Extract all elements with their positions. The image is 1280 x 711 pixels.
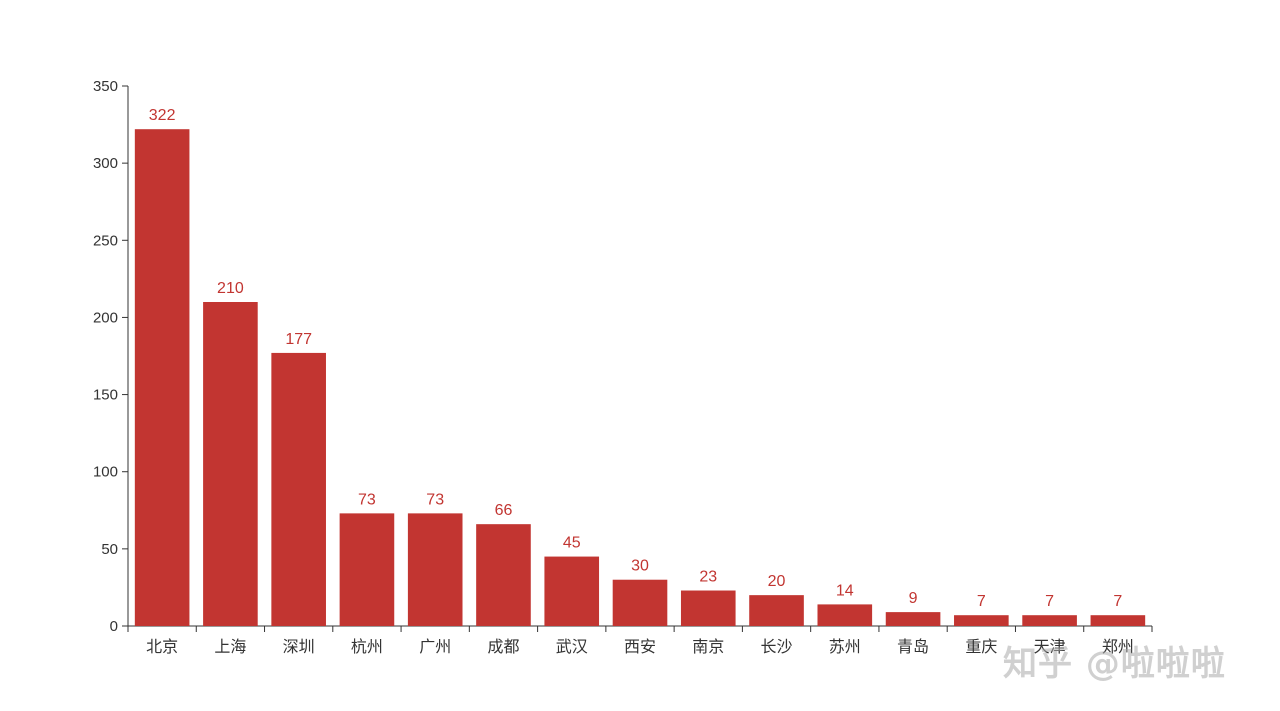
y-tick-label: 50: [101, 541, 118, 558]
y-tick-label: 350: [93, 78, 118, 95]
data-label: 322: [149, 107, 176, 124]
x-tick-label: 上海: [214, 637, 246, 656]
bar: [203, 302, 258, 626]
bar: [1022, 615, 1077, 626]
y-tick-label: 0: [110, 618, 118, 635]
x-tick-label: 长沙: [761, 637, 793, 656]
data-label: 210: [217, 280, 244, 297]
data-label: 7: [977, 593, 986, 610]
data-label: 45: [563, 535, 581, 552]
bar: [954, 615, 1009, 626]
data-label: 7: [1045, 593, 1054, 610]
x-tick-label: 苏州: [829, 637, 861, 656]
bar: [544, 556, 600, 626]
bar: [612, 579, 668, 626]
bar: [680, 590, 736, 626]
x-tick-label: 天津: [1034, 637, 1066, 656]
x-tick-label: 武汉: [556, 637, 588, 656]
x-tick-label: 广州: [419, 637, 451, 656]
bar: [476, 524, 531, 626]
x-tick-label: 杭州: [351, 637, 383, 656]
data-label: 73: [426, 491, 444, 508]
bar: [749, 595, 804, 626]
bar: [271, 352, 326, 626]
data-label: 177: [285, 331, 312, 348]
data-label: 14: [836, 582, 854, 599]
x-tick-label: 西安: [624, 637, 656, 656]
y-tick-label: 150: [93, 387, 118, 404]
bar: [339, 513, 395, 626]
x-tick-label: 郑州: [1102, 637, 1134, 656]
y-tick-label: 300: [93, 155, 118, 172]
y-tick-label: 100: [93, 464, 118, 481]
x-tick-label: 北京: [146, 637, 178, 656]
data-label: 66: [495, 502, 513, 519]
data-label: 30: [631, 558, 649, 575]
bar: [407, 513, 463, 626]
data-label: 73: [358, 491, 376, 508]
bar: [1090, 615, 1146, 626]
x-tick-label: 南京: [692, 637, 724, 656]
y-tick-label: 250: [93, 232, 118, 249]
x-tick-label: 成都: [487, 637, 519, 656]
y-tick-label: 200: [93, 309, 118, 326]
data-label: 20: [768, 573, 786, 590]
data-label: 9: [909, 590, 918, 607]
x-tick-label: 重庆: [965, 637, 997, 656]
bar: [885, 612, 941, 626]
data-label: 23: [699, 569, 717, 586]
data-label: 7: [1113, 593, 1122, 610]
bar: [134, 129, 190, 626]
x-tick-label: 青岛: [897, 637, 929, 656]
bar: [817, 604, 873, 626]
x-tick-label: 深圳: [283, 637, 315, 656]
